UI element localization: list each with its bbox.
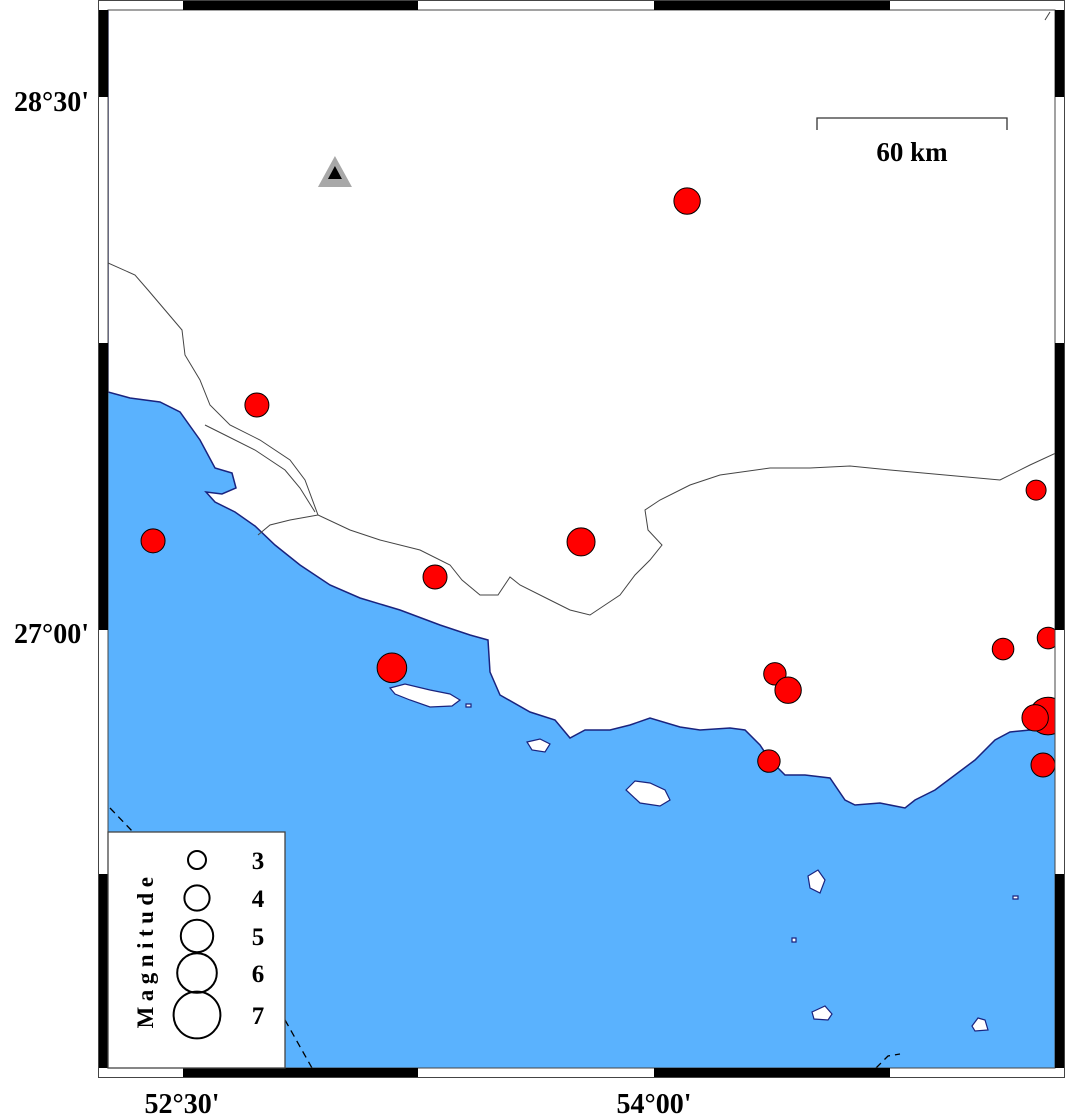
dashed-boundary [109, 807, 901, 1068]
legend-title: Magnitude [133, 872, 158, 1029]
border-line [204, 424, 316, 513]
scale-bar: 60 km [816, 117, 1008, 167]
earthquake-event [757, 749, 781, 773]
earthquake-event [774, 676, 802, 704]
frame-outer [98, 0, 1065, 1078]
station-triangle-inner-icon [327, 166, 342, 180]
island [1012, 895, 1019, 900]
island [971, 1017, 989, 1032]
island [465, 703, 472, 708]
island [811, 1005, 833, 1021]
border-line [1044, 11, 1051, 21]
legend-circle-m4 [183, 884, 211, 912]
earthquake-event [1030, 752, 1055, 778]
land-area [108, 10, 1055, 809]
frame-tick-top [183, 1, 418, 10]
border-line [108, 262, 1055, 616]
earthquake-event [376, 652, 408, 684]
earthquake-event [1025, 479, 1047, 501]
earthquake-event [422, 564, 448, 590]
legend-circle-m7 [172, 990, 222, 1040]
earthquake-event [566, 527, 596, 557]
earthquake-events [140, 187, 1055, 778]
lat-label-27-00: 27°00' [14, 619, 89, 650]
legend-circle-m3 [187, 850, 207, 870]
frame-tick-left [99, 10, 108, 97]
legend-label-m4: 4 [252, 886, 265, 913]
island [526, 738, 551, 753]
island [807, 869, 826, 894]
province-borders [108, 11, 1055, 616]
earthquake-event [1036, 626, 1055, 650]
earthquake-event [991, 637, 1015, 661]
frame-tick-right [1055, 874, 1064, 1068]
earthquake-event [140, 528, 166, 554]
earthquake-event [1021, 704, 1049, 732]
earthquake-event [673, 187, 701, 215]
lat-label-28-30: 28°30' [14, 87, 89, 118]
frame-tick-top [654, 1, 890, 10]
border-line [257, 514, 319, 536]
scale-bar-label: 60 km [876, 137, 948, 167]
lon-label-52-30: 52°30' [145, 1089, 220, 1117]
frame-tick-bottom [654, 1068, 890, 1077]
map-frame [98, 0, 1065, 1078]
frame-tick-right [1055, 343, 1064, 630]
frame-tick-bottom [183, 1068, 418, 1077]
legend-label-m3: 3 [252, 848, 265, 875]
earthquake-event [244, 392, 270, 418]
island [791, 937, 797, 943]
frame-tick-left [99, 343, 108, 630]
legend-label-m5: 5 [252, 924, 265, 951]
station-marker [317, 156, 352, 188]
island [625, 780, 671, 807]
islands [388, 683, 1019, 1032]
island [388, 683, 462, 708]
legend-circle-m6 [176, 952, 218, 994]
frame-tick-left [99, 874, 108, 1068]
lon-label-54-00: 54°00' [617, 1089, 692, 1117]
legend-label-m7: 7 [252, 1003, 265, 1030]
frame-tick-right [1055, 10, 1064, 97]
magnitude-legend: Magnitude 3 4 5 6 7 [107, 831, 286, 1069]
legend-label-m6: 6 [252, 961, 265, 988]
